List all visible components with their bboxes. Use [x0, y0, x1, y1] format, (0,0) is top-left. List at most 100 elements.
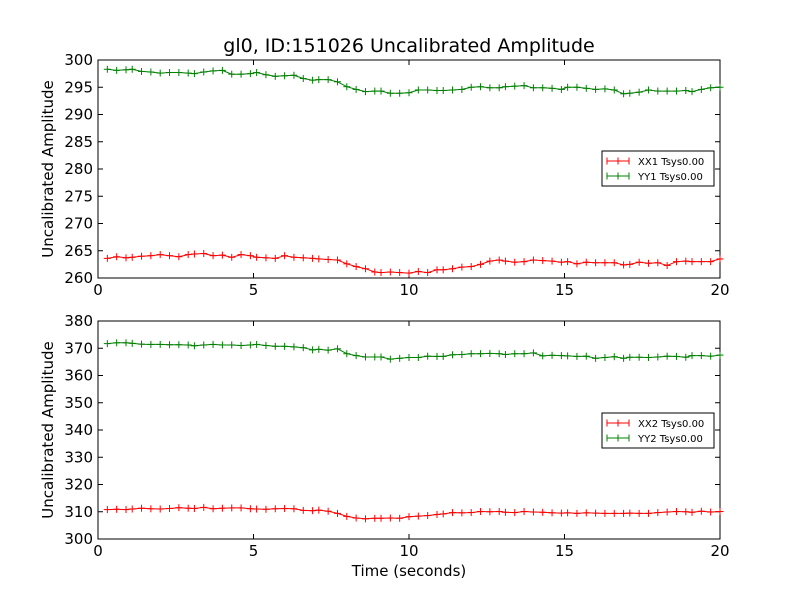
data-point [682, 257, 690, 265]
data-point [688, 352, 696, 360]
data-point [458, 351, 466, 359]
data-point [396, 514, 404, 522]
data-point [592, 259, 600, 267]
data-point [352, 263, 360, 271]
data-point [707, 352, 715, 360]
data-point [147, 340, 155, 348]
data-point [156, 340, 164, 348]
data-point [626, 509, 634, 517]
data-point [511, 350, 519, 358]
data-point [128, 505, 136, 513]
data-point [343, 83, 351, 91]
data-point [237, 342, 245, 350]
data-point [601, 509, 609, 517]
data-point [592, 85, 600, 93]
data-point [501, 508, 509, 516]
data-point [377, 514, 385, 522]
data-point [557, 258, 565, 266]
data-point [377, 353, 385, 361]
data-point [548, 509, 556, 517]
data-point [486, 257, 494, 265]
data-point [246, 70, 254, 78]
data-point [184, 251, 192, 259]
data-point [564, 509, 572, 517]
data-point [644, 86, 652, 94]
data-point [716, 507, 724, 515]
data-point [707, 84, 715, 92]
data-point [113, 505, 121, 513]
data-point [610, 259, 618, 267]
data-point [184, 341, 192, 349]
data-point [564, 83, 572, 91]
data-point [138, 67, 146, 75]
data-point [626, 353, 634, 361]
data-point [433, 352, 441, 360]
data-point [716, 351, 724, 359]
data-point [166, 504, 174, 512]
data-point [433, 87, 441, 95]
data-point [654, 353, 662, 361]
data-point [495, 84, 503, 92]
data-point [315, 506, 323, 514]
data-point [439, 87, 447, 95]
data-point [309, 346, 317, 354]
data-point [592, 354, 600, 362]
data-point [539, 257, 547, 265]
data-point [315, 255, 323, 263]
data-point [564, 258, 572, 266]
data-point [156, 69, 164, 77]
series-line-xx2 [107, 506, 721, 520]
data-point [697, 258, 705, 266]
data-point [333, 256, 341, 264]
y-tick-label: 310 [64, 503, 93, 521]
data-point [529, 508, 537, 516]
series-line-yy1 [107, 68, 721, 95]
data-point [573, 352, 581, 360]
data-point [166, 252, 174, 260]
data-point [635, 353, 643, 361]
data-point [253, 340, 261, 348]
data-point [147, 505, 155, 513]
y-axis-label: Uncalibrated Amplitude [39, 80, 57, 257]
data-point [386, 514, 394, 522]
data-point [433, 266, 441, 274]
data-point [467, 509, 475, 517]
data-point [324, 76, 332, 84]
data-point [113, 253, 121, 261]
data-point [386, 268, 394, 276]
data-point [644, 259, 652, 267]
data-point [377, 269, 385, 277]
data-point [449, 351, 457, 359]
x-tick-label: 5 [249, 281, 259, 299]
data-point [539, 508, 547, 516]
data-point [237, 504, 245, 512]
data-point [184, 504, 192, 512]
y-tick-label: 295 [64, 78, 93, 96]
data-point [271, 72, 279, 80]
data-point [529, 84, 537, 92]
data-point [361, 265, 369, 273]
data-point [548, 257, 556, 265]
data-point [299, 344, 307, 352]
data-point [352, 352, 360, 360]
data-point [200, 68, 208, 76]
data-point [477, 260, 485, 268]
data-point [371, 87, 379, 95]
data-point [228, 253, 236, 261]
data-point [156, 251, 164, 259]
data-point [620, 90, 628, 98]
data-point [371, 353, 379, 361]
data-point [281, 342, 289, 350]
data-point [707, 508, 715, 516]
data-point [156, 505, 164, 513]
data-point [405, 89, 413, 97]
data-point [324, 346, 332, 354]
series-line-yy2 [107, 342, 721, 360]
data-point [309, 254, 317, 262]
data-point [688, 508, 696, 516]
data-point [592, 509, 600, 517]
data-point [424, 86, 432, 94]
data-point [610, 353, 618, 361]
